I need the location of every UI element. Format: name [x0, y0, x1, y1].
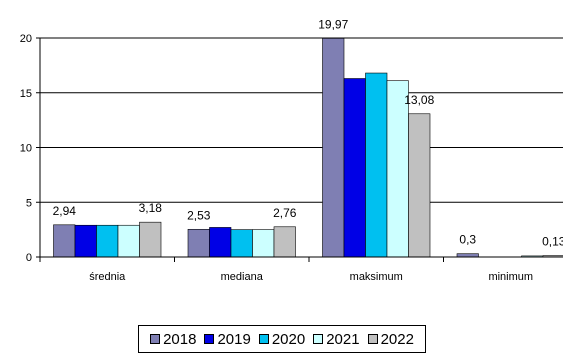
category-label: maksimum — [350, 271, 403, 283]
y-tick-label: 15 — [20, 88, 32, 100]
legend-swatch — [204, 334, 215, 344]
bar-2018-2 — [322, 38, 345, 258]
legend-swatch — [313, 334, 324, 344]
legend-label: 2022 — [380, 330, 414, 348]
bar-2022-0 — [139, 221, 162, 258]
data-label: 2,53 — [187, 208, 211, 222]
legend-swatch — [258, 334, 269, 344]
y-tick-label: 0 — [26, 252, 32, 264]
legend-label: 2019 — [217, 330, 251, 348]
bar-2018-0 — [53, 224, 76, 258]
gridlines — [40, 37, 563, 203]
y-tick-label: 10 — [20, 143, 32, 155]
bar-2022-2 — [408, 113, 431, 258]
y-tick-label: 20 — [20, 33, 32, 45]
data-label: 3,18 — [139, 201, 163, 215]
legend-item-2020: 2020 — [258, 330, 306, 348]
legend-item-2018: 2018 — [150, 331, 196, 348]
y-axis-ticks: 0 5 10 15 20 — [20, 33, 40, 264]
data-label: 2,94 — [53, 204, 77, 218]
category-label: mediana — [221, 271, 264, 283]
data-label: 19,97 — [318, 17, 348, 31]
category-labels: średnia mediana maksimum minimum — [89, 271, 533, 283]
bar-2021-1 — [252, 229, 275, 258]
legend-label: 2021 — [326, 330, 360, 348]
bar-2021-2 — [386, 80, 409, 258]
data-label: 0,13 — [542, 235, 563, 249]
legend-item-2021: 2021 — [313, 330, 360, 348]
legend-label: 2018 — [163, 330, 197, 348]
category-label: minimum — [488, 271, 533, 283]
bars — [53, 38, 563, 258]
data-labels: 2,94 3,18 2,53 2,76 19,97 13,08 0,3 0,13 — [53, 17, 563, 248]
bar-2018-1 — [187, 228, 210, 258]
bar-2019-1 — [209, 227, 232, 258]
bar-2019-0 — [74, 224, 97, 258]
y-tick-label: 5 — [26, 197, 32, 209]
bar-2020-0 — [96, 224, 119, 258]
legend: 2018 2019 2020 2021 2022 — [138, 325, 426, 353]
legend-swatch — [367, 334, 378, 344]
bar-2021-0 — [117, 224, 140, 258]
bar-2020-2 — [365, 72, 388, 258]
data-label: 13,08 — [404, 93, 434, 107]
category-label: średnia — [89, 271, 126, 283]
bar-2020-1 — [230, 229, 253, 258]
legend-item-2022: 2022 — [367, 330, 414, 348]
bar-2022-1 — [273, 226, 296, 258]
legend-item-2019: 2019 — [204, 330, 251, 348]
legend-label: 2020 — [271, 330, 306, 348]
bar-2019-2 — [343, 78, 366, 258]
axes — [39, 38, 563, 262]
data-label: 0,3 — [459, 233, 476, 247]
legend-swatch — [150, 334, 161, 344]
bar-chart: 0 5 10 15 20 średnia mediana maksimum minimum 2… — [20, 17, 563, 283]
data-label: 2,76 — [273, 206, 297, 220]
